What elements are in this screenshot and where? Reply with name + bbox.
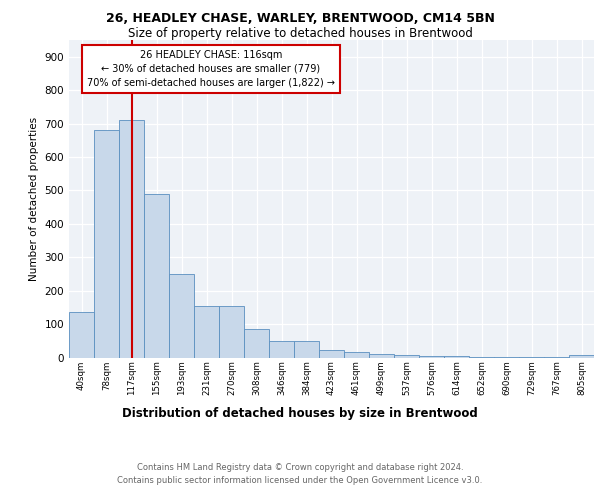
Text: Size of property relative to detached houses in Brentwood: Size of property relative to detached ho… [128,28,472,40]
Bar [319,350,344,358]
Bar [169,274,194,357]
Text: 26, HEADLEY CHASE, WARLEY, BRENTWOOD, CM14 5BN: 26, HEADLEY CHASE, WARLEY, BRENTWOOD, CM… [106,12,494,26]
Bar [469,357,494,358]
Bar [269,341,294,357]
Bar [194,306,219,358]
Bar [219,306,244,358]
Bar [369,354,394,358]
Y-axis label: Number of detached properties: Number of detached properties [29,116,39,281]
Bar [294,341,319,357]
Bar [119,120,144,358]
Bar [419,356,444,358]
Text: 26 HEADLEY CHASE: 116sqm
← 30% of detached houses are smaller (779)
70% of semi-: 26 HEADLEY CHASE: 116sqm ← 30% of detach… [87,50,335,88]
Bar [144,194,169,358]
Bar [69,312,94,358]
Bar [94,130,119,358]
Bar [444,356,469,358]
Text: Contains HM Land Registry data © Crown copyright and database right 2024.: Contains HM Land Registry data © Crown c… [137,464,463,472]
Text: Contains public sector information licensed under the Open Government Licence v3: Contains public sector information licen… [118,476,482,485]
Text: Distribution of detached houses by size in Brentwood: Distribution of detached houses by size … [122,408,478,420]
Bar [244,329,269,358]
Bar [344,352,369,358]
Bar [394,355,419,358]
Bar [569,355,594,358]
